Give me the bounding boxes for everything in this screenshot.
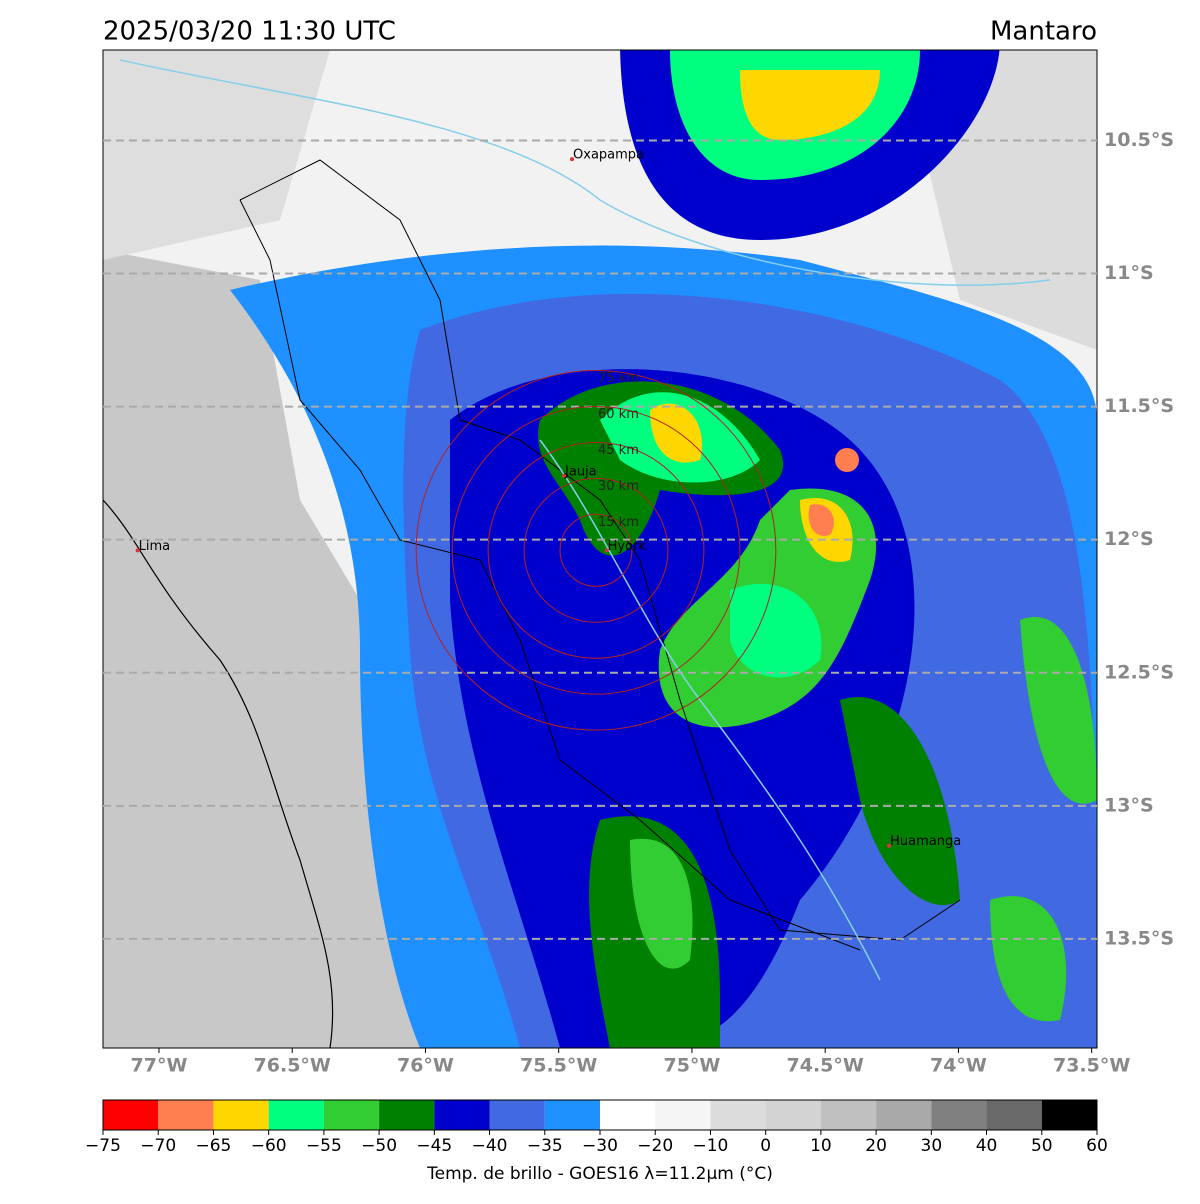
range-label: 45 km	[598, 443, 639, 458]
colorbar-bin	[710, 1100, 766, 1130]
map-frame	[102, 49, 1098, 1049]
lon-label: 75°W	[663, 1055, 720, 1077]
lon-label: 76.5°W	[254, 1055, 331, 1077]
colorbar-tick-label: 40	[976, 1136, 998, 1156]
colorbar-bin	[986, 1100, 1042, 1130]
colorbar-tick-label: 10	[810, 1136, 832, 1156]
colorbar-tick-label: −65	[195, 1136, 231, 1156]
colorbar-bin	[544, 1100, 600, 1130]
colorbar-bin	[655, 1100, 711, 1130]
colorbar-tick-label: −75	[85, 1136, 121, 1156]
city-label: Oxapampa	[573, 148, 644, 163]
colorbar-bin	[434, 1100, 490, 1130]
colorbar-tick-label: −70	[140, 1136, 176, 1156]
range-label: 75 km	[598, 371, 639, 386]
colorbar-tick-label: −35	[527, 1136, 563, 1156]
colorbar-bin	[876, 1100, 932, 1130]
city-label: Lima	[139, 539, 170, 554]
lon-label: 75.5°W	[520, 1055, 597, 1077]
lat-label: 13.5°S	[1104, 927, 1174, 949]
colorbar-tick-label: −50	[361, 1136, 397, 1156]
colorbar-tick-label: 0	[760, 1136, 771, 1156]
range-ring	[559, 513, 633, 587]
colorbar-bin	[765, 1100, 821, 1130]
colorbar-tick-label: 60	[1086, 1136, 1108, 1156]
colorbar-bin	[600, 1100, 656, 1130]
colorbar-bin	[931, 1100, 987, 1130]
range-label: 60 km	[598, 407, 639, 422]
colorbar-tick-label: −20	[637, 1136, 673, 1156]
colorbar-tick-label: −40	[472, 1136, 508, 1156]
colorbar-bin	[158, 1100, 214, 1130]
range-ring	[415, 370, 777, 731]
colorbar-bin	[1041, 1100, 1097, 1130]
lon-label: 76°W	[397, 1055, 454, 1077]
lon-label: 77°W	[131, 1055, 188, 1077]
colorbar-bin	[323, 1100, 380, 1130]
colorbar-tick-label: −60	[251, 1136, 287, 1156]
satellite-image	[103, 50, 1097, 1048]
colorbar-bin	[213, 1100, 269, 1130]
colorbar-bin	[489, 1100, 545, 1130]
colorbar-tick-label: −45	[416, 1136, 452, 1156]
city-label: Huamanga	[890, 834, 961, 849]
colorbar-tick-label: −10	[692, 1136, 728, 1156]
colorbar-tick-label: −30	[582, 1136, 618, 1156]
range-ring	[487, 441, 705, 659]
city-marker	[135, 548, 140, 553]
range-label: 30 km	[598, 479, 639, 494]
lat-label: 10.5°S	[1104, 129, 1174, 151]
colorbar-bin	[379, 1100, 435, 1130]
lat-label: 12.5°S	[1104, 661, 1174, 683]
lon-label: 73.5°W	[1053, 1055, 1130, 1077]
city-label: Hyork	[608, 539, 647, 554]
colorbar-tick-label: 20	[865, 1136, 887, 1156]
lon-label: 74.5°W	[787, 1055, 864, 1077]
range-ring	[451, 405, 741, 695]
region-name: Mantaro	[990, 17, 1097, 47]
city-marker	[570, 157, 575, 162]
colorbar-tick-label: −55	[306, 1136, 342, 1156]
title: 2025/03/20 11:30 UTC	[103, 17, 396, 47]
range-label: 15 km	[598, 515, 639, 530]
city-marker	[887, 843, 892, 848]
colorbar-tick-label: 50	[1031, 1136, 1053, 1156]
colorbar-bin	[103, 1100, 159, 1130]
lat-label: 11.5°S	[1104, 395, 1174, 417]
range-ring	[523, 477, 669, 623]
city-marker	[604, 548, 609, 553]
colorbar-label: Temp. de brillo - GOES16 λ=11.2μm (°C)	[426, 1164, 773, 1184]
lon-label: 74°W	[930, 1055, 987, 1077]
lat-label: 11°S	[1104, 262, 1154, 284]
lat-label: 12°S	[1104, 528, 1154, 550]
city-label: Jauja	[564, 464, 597, 479]
colorbar-tick-label: 30	[921, 1136, 943, 1156]
colorbar-bin	[820, 1100, 877, 1130]
city-marker	[562, 473, 567, 478]
colorbar-bin	[268, 1100, 324, 1130]
lat-label: 13°S	[1104, 794, 1154, 816]
